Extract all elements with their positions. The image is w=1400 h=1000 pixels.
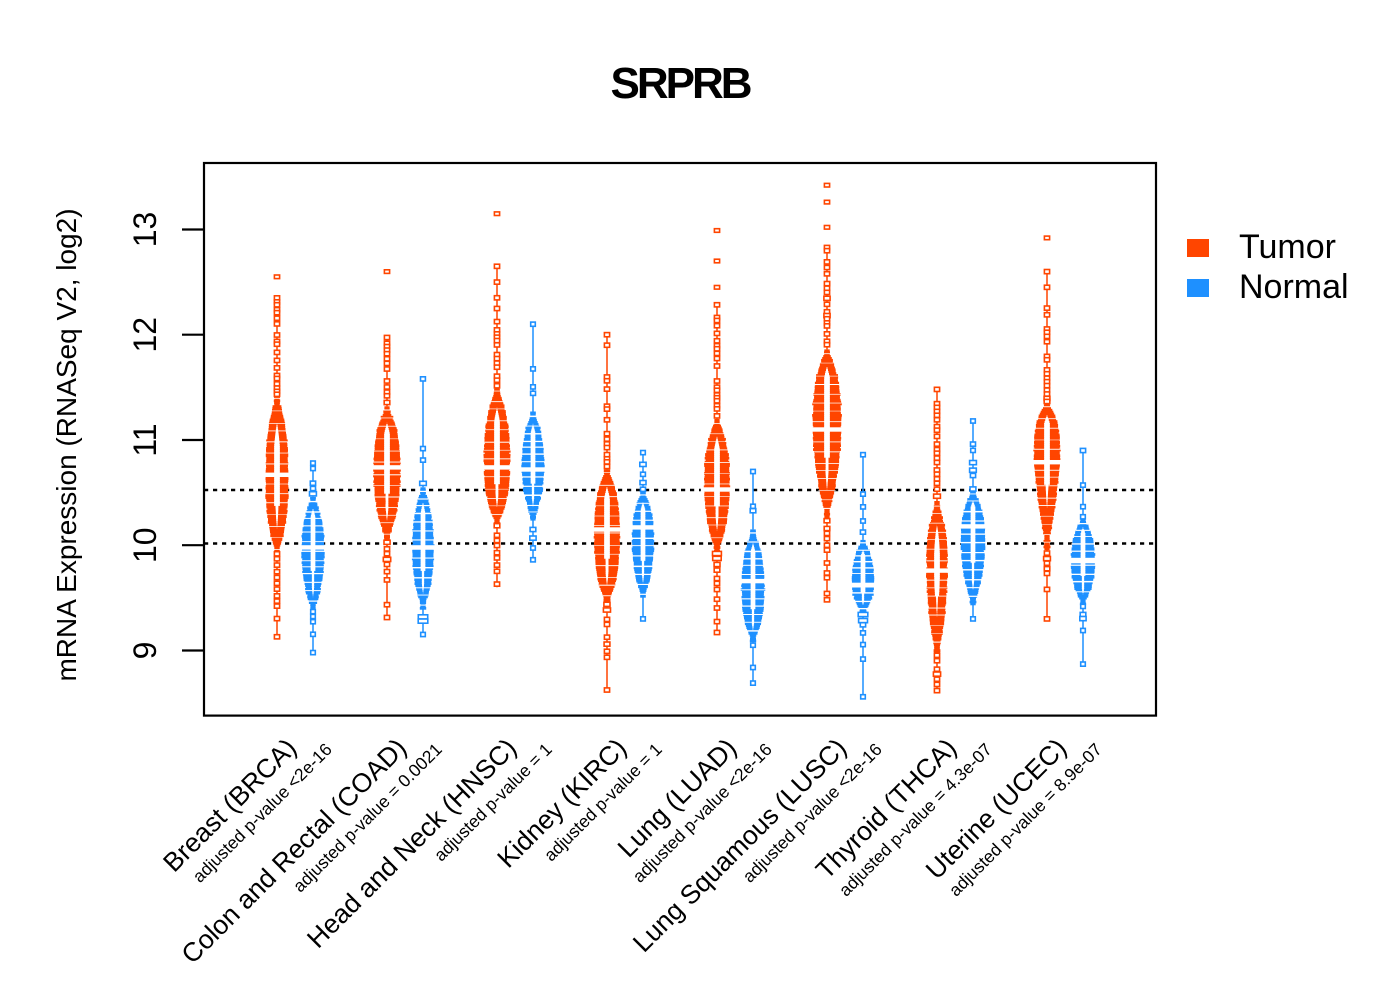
svg-text:Tumor: Tumor bbox=[1239, 228, 1336, 266]
svg-text:12: 12 bbox=[127, 317, 163, 353]
svg-text:mRNA Expression (RNASeq V2, lo: mRNA Expression (RNASeq V2, log2) bbox=[51, 208, 82, 681]
svg-text:Normal: Normal bbox=[1239, 268, 1349, 306]
svg-text:9: 9 bbox=[127, 642, 163, 660]
svg-text:11: 11 bbox=[127, 423, 163, 456]
svg-text:13: 13 bbox=[127, 212, 163, 248]
svg-text:10: 10 bbox=[127, 527, 163, 563]
svg-text:SRPRB: SRPRB bbox=[610, 59, 750, 108]
